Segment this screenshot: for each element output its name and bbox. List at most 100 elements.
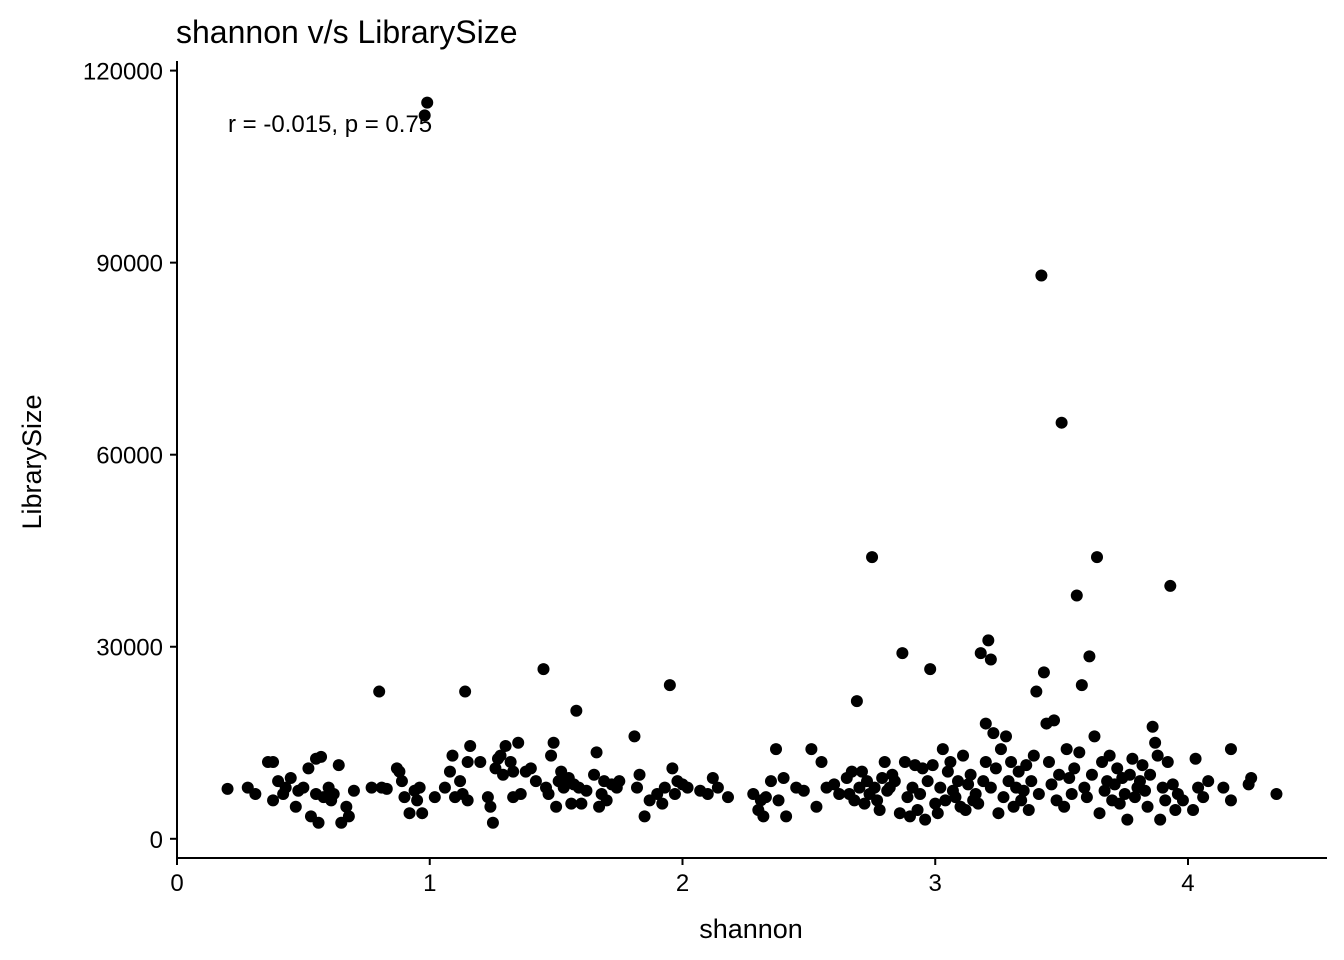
data-point — [446, 749, 459, 762]
data-point — [1189, 752, 1202, 765]
data-point — [464, 739, 477, 752]
data-point — [926, 759, 939, 772]
data-point — [987, 727, 1000, 740]
data-point — [979, 717, 992, 730]
data-point — [504, 755, 517, 768]
data-point — [855, 765, 868, 778]
data-point — [416, 807, 429, 820]
data-point — [1159, 794, 1172, 807]
y-tick-label: 90000 — [96, 251, 163, 278]
data-point — [497, 768, 510, 781]
data-point — [962, 778, 975, 791]
data-point — [1017, 784, 1030, 797]
data-point — [1192, 781, 1205, 794]
data-point — [759, 791, 772, 804]
data-point — [941, 765, 954, 778]
data-point — [461, 794, 474, 807]
data-point — [365, 781, 378, 794]
data-point — [1136, 759, 1149, 772]
data-point — [312, 816, 325, 829]
data-point — [395, 775, 408, 788]
data-point — [1065, 787, 1078, 800]
data-point — [764, 775, 777, 788]
data-point — [1048, 714, 1061, 727]
data-point — [1025, 775, 1038, 788]
data-point — [1060, 743, 1073, 756]
data-point — [992, 807, 1005, 820]
data-point — [681, 781, 694, 794]
y-axis-label: LibrarySize — [17, 394, 47, 529]
x-tick-label: 4 — [1181, 870, 1194, 897]
data-point — [1045, 778, 1058, 791]
data-point — [438, 781, 451, 794]
data-point — [428, 791, 441, 804]
data-point — [1121, 813, 1134, 826]
data-point — [1037, 666, 1050, 679]
data-point — [1113, 797, 1126, 810]
y-tick-label: 60000 — [96, 443, 163, 470]
data-point — [1022, 803, 1035, 816]
data-point — [757, 810, 770, 823]
data-point — [1068, 762, 1081, 775]
data-point — [393, 765, 406, 778]
data-point — [1058, 800, 1071, 813]
data-point — [580, 784, 593, 797]
data-point — [1133, 775, 1146, 788]
data-point — [656, 797, 669, 810]
correlation-annotation: r = -0.015, p = 0.75 — [228, 111, 432, 138]
data-point — [1161, 755, 1174, 768]
data-point — [777, 771, 790, 784]
data-point — [848, 794, 861, 807]
data-point — [403, 807, 416, 820]
data-point — [989, 762, 1002, 775]
data-point — [267, 755, 280, 768]
data-point — [380, 782, 393, 795]
data-point — [1146, 720, 1159, 733]
data-point — [1032, 787, 1045, 800]
data-point — [1202, 775, 1215, 788]
data-point — [780, 810, 793, 823]
data-point — [805, 743, 818, 756]
data-point — [668, 787, 681, 800]
data-point — [1176, 794, 1189, 807]
data-point — [1055, 416, 1068, 429]
data-point — [959, 803, 972, 816]
data-point — [982, 634, 995, 647]
data-point — [1197, 791, 1210, 804]
data-point — [1166, 778, 1179, 791]
data-point — [944, 755, 957, 768]
data-point — [570, 704, 583, 717]
data-point — [1245, 771, 1258, 784]
data-point — [347, 784, 360, 797]
data-point — [1000, 730, 1013, 743]
data-point — [547, 736, 560, 749]
data-point — [901, 791, 914, 804]
data-point — [994, 743, 1007, 756]
data-point — [1098, 784, 1111, 797]
data-point — [590, 746, 603, 759]
data-point — [249, 787, 262, 800]
data-point — [529, 775, 542, 788]
data-point — [565, 797, 578, 810]
data-point — [1156, 781, 1169, 794]
data-point — [588, 768, 601, 781]
data-point — [1164, 579, 1177, 592]
data-point — [939, 794, 952, 807]
data-point — [342, 810, 355, 823]
data-point — [418, 109, 431, 122]
chart-title: shannon v/s LibrarySize — [176, 14, 518, 50]
x-axis-ticks: 0 1 2 3 4 — [170, 858, 1195, 897]
data-point — [878, 755, 891, 768]
data-point — [1080, 791, 1093, 804]
data-point — [658, 781, 671, 794]
data-point — [1141, 800, 1154, 813]
x-tick-label: 1 — [423, 870, 436, 897]
data-point — [893, 807, 906, 820]
x-tick-label: 0 — [170, 870, 183, 897]
data-point — [1078, 781, 1091, 794]
data-point — [934, 781, 947, 794]
data-point — [600, 794, 613, 807]
data-point — [524, 762, 537, 775]
data-point — [1085, 768, 1098, 781]
data-point — [957, 749, 970, 762]
